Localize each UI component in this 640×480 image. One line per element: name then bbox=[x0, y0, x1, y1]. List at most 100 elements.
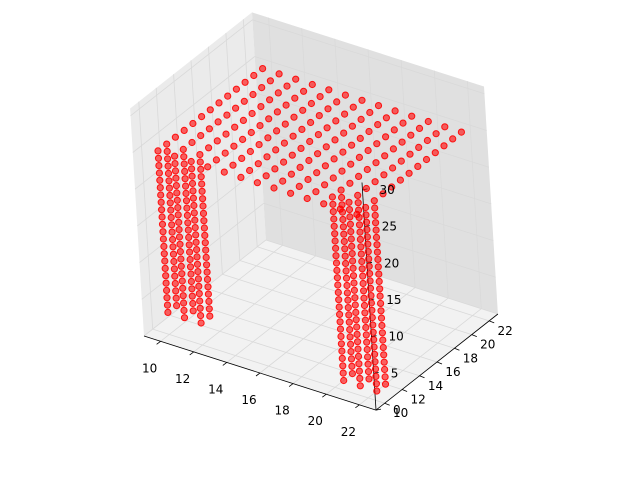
scatter-point bbox=[359, 272, 367, 280]
scatter-point bbox=[316, 93, 324, 101]
scatter-point bbox=[340, 129, 348, 137]
scatter-point bbox=[197, 173, 205, 181]
scatter-point bbox=[180, 153, 188, 161]
scatter-point bbox=[354, 199, 362, 207]
scatter-point bbox=[169, 243, 177, 251]
scatter-point bbox=[157, 191, 165, 199]
scatter-point bbox=[374, 255, 382, 263]
scatter-point bbox=[249, 90, 257, 99]
scatter-point bbox=[221, 149, 229, 157]
scatter-point bbox=[345, 311, 353, 319]
scatter-point bbox=[172, 174, 180, 182]
scatter-point bbox=[164, 308, 172, 316]
scatter-point bbox=[159, 235, 167, 243]
scatter-point bbox=[364, 248, 372, 256]
scatter-point bbox=[405, 169, 413, 177]
scatter-point bbox=[424, 117, 432, 126]
scatter-point bbox=[360, 287, 368, 295]
scatter-point bbox=[306, 137, 314, 146]
scatter-point bbox=[337, 186, 345, 194]
scatter-point bbox=[188, 292, 196, 300]
scatter-point bbox=[182, 189, 190, 197]
scatter-point bbox=[398, 138, 406, 146]
scatter-point bbox=[348, 250, 356, 258]
scatter-point bbox=[174, 211, 182, 219]
x-tick-label: 18 bbox=[274, 404, 289, 418]
scatter-point bbox=[358, 265, 366, 273]
scatter-point bbox=[198, 187, 206, 195]
scatter-point bbox=[205, 144, 213, 152]
scatter-point bbox=[355, 367, 363, 375]
scatter-point bbox=[336, 325, 345, 333]
x-tick-mark bbox=[355, 404, 360, 409]
scatter-point bbox=[336, 205, 344, 213]
scatter-point bbox=[374, 263, 382, 271]
scatter-point bbox=[341, 91, 349, 99]
scatter-point bbox=[248, 109, 256, 118]
scatter-point bbox=[353, 330, 361, 338]
scatter-point bbox=[172, 287, 180, 295]
scatter-point bbox=[414, 162, 422, 170]
scatter-point bbox=[407, 131, 415, 139]
scatter-point bbox=[313, 169, 321, 177]
scatter-point bbox=[362, 184, 370, 193]
scatter-point bbox=[204, 283, 212, 291]
scatter-point bbox=[341, 245, 349, 253]
scatter-point bbox=[164, 155, 172, 163]
z-tick-label: 15 bbox=[386, 293, 401, 307]
z-tick-label: 25 bbox=[382, 220, 397, 234]
y-tick-mark bbox=[436, 361, 443, 365]
scatter-point bbox=[239, 116, 247, 125]
scatter-point bbox=[336, 318, 344, 326]
scatter-point bbox=[203, 268, 211, 276]
scatter-point bbox=[156, 176, 164, 184]
scatter-point bbox=[356, 134, 364, 142]
back-wall-grid-line-z bbox=[256, 92, 490, 168]
scatter-point bbox=[214, 118, 222, 126]
scatter-point bbox=[368, 306, 376, 314]
scatter-point bbox=[256, 122, 264, 130]
scatter-point bbox=[343, 289, 351, 297]
scatter-point bbox=[339, 369, 347, 377]
scatter-point bbox=[362, 218, 371, 226]
scatter-point bbox=[346, 213, 354, 221]
scatter-point bbox=[155, 162, 163, 170]
scatter-point bbox=[273, 108, 281, 116]
scatter-point bbox=[381, 373, 389, 381]
scatter-point bbox=[220, 168, 228, 176]
scatter-point bbox=[379, 343, 387, 352]
scatter-point bbox=[388, 183, 396, 191]
x-tick-mark bbox=[255, 372, 261, 377]
scatter-point bbox=[174, 204, 182, 212]
scatter-point bbox=[374, 102, 383, 110]
scatter-point bbox=[195, 290, 203, 298]
scatter-point bbox=[206, 106, 214, 114]
back-wall-grid-line-z bbox=[259, 129, 492, 205]
scatter-point bbox=[162, 279, 170, 287]
scatter-point bbox=[246, 147, 254, 156]
scatter-point bbox=[370, 197, 378, 205]
scatter-point bbox=[198, 113, 206, 121]
scatter-point bbox=[224, 92, 232, 100]
scatter-point bbox=[375, 277, 383, 285]
scatter-point bbox=[280, 158, 288, 166]
scatter-point bbox=[162, 272, 170, 280]
y-tick-label: 16 bbox=[445, 365, 460, 379]
scatter-point bbox=[304, 175, 312, 184]
scatter-point bbox=[163, 147, 171, 155]
left-wall-grid-line-y bbox=[138, 101, 154, 330]
scatter-point bbox=[222, 130, 230, 138]
floor-grid-line-y bbox=[204, 287, 438, 363]
scatter-point bbox=[364, 146, 372, 155]
scatter-point bbox=[188, 165, 196, 173]
scatter-point bbox=[364, 353, 372, 361]
scatter-point bbox=[164, 169, 173, 177]
scatter-point bbox=[371, 358, 379, 366]
z-tick-label: 10 bbox=[389, 330, 404, 344]
scatter-point bbox=[330, 155, 338, 163]
scatter-point bbox=[346, 179, 354, 187]
scatter-point bbox=[239, 135, 247, 143]
scatter-point bbox=[347, 235, 355, 243]
scatter-point bbox=[367, 292, 375, 300]
